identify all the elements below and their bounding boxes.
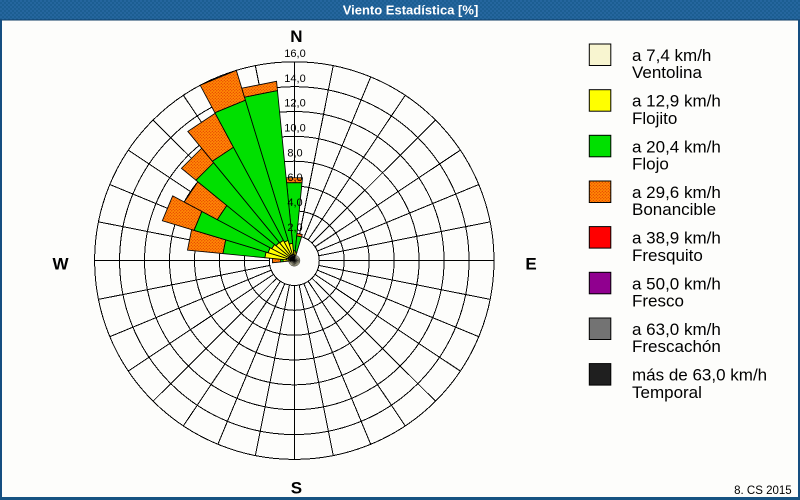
svg-text:a 63,0 km/h: a 63,0 km/h bbox=[632, 320, 721, 339]
svg-text:Fresquito: Fresquito bbox=[632, 246, 703, 265]
svg-text:Frescachón: Frescachón bbox=[632, 337, 721, 356]
svg-text:Temporal: Temporal bbox=[632, 383, 702, 402]
svg-text:Ventolina: Ventolina bbox=[632, 63, 702, 82]
svg-text:E: E bbox=[525, 255, 536, 274]
svg-text:8,0: 8,0 bbox=[287, 147, 302, 159]
svg-text:Fresco: Fresco bbox=[632, 292, 684, 311]
svg-text:2,0: 2,0 bbox=[287, 222, 302, 234]
svg-text:Viento Estadística [%]: Viento Estadística [%] bbox=[343, 3, 479, 18]
svg-text:16,0: 16,0 bbox=[284, 48, 305, 60]
svg-text:8. CS 2015: 8. CS 2015 bbox=[734, 485, 792, 497]
svg-text:Flojo: Flojo bbox=[632, 155, 669, 174]
svg-text:S: S bbox=[291, 478, 302, 497]
svg-text:Bonancible: Bonancible bbox=[632, 200, 716, 219]
svg-text:a 20,4 km/h: a 20,4 km/h bbox=[632, 137, 721, 156]
svg-text:más de 63,0 km/h: más de 63,0 km/h bbox=[632, 366, 767, 385]
svg-text:N: N bbox=[290, 27, 302, 46]
svg-text:a 7,4 km/h: a 7,4 km/h bbox=[632, 46, 711, 65]
svg-text:14,0: 14,0 bbox=[284, 73, 305, 85]
svg-text:10,0: 10,0 bbox=[284, 123, 305, 135]
svg-text:6,0: 6,0 bbox=[287, 172, 302, 184]
svg-text:4,0: 4,0 bbox=[287, 197, 302, 209]
svg-text:a 50,0 km/h: a 50,0 km/h bbox=[632, 274, 721, 293]
svg-text:12,0: 12,0 bbox=[284, 98, 305, 110]
svg-text:W: W bbox=[52, 255, 69, 274]
svg-text:Flojito: Flojito bbox=[632, 109, 677, 128]
svg-text:a 38,9 km/h: a 38,9 km/h bbox=[632, 229, 721, 248]
svg-text:a 29,6 km/h: a 29,6 km/h bbox=[632, 183, 721, 202]
svg-text:a 12,9 km/h: a 12,9 km/h bbox=[632, 92, 721, 111]
